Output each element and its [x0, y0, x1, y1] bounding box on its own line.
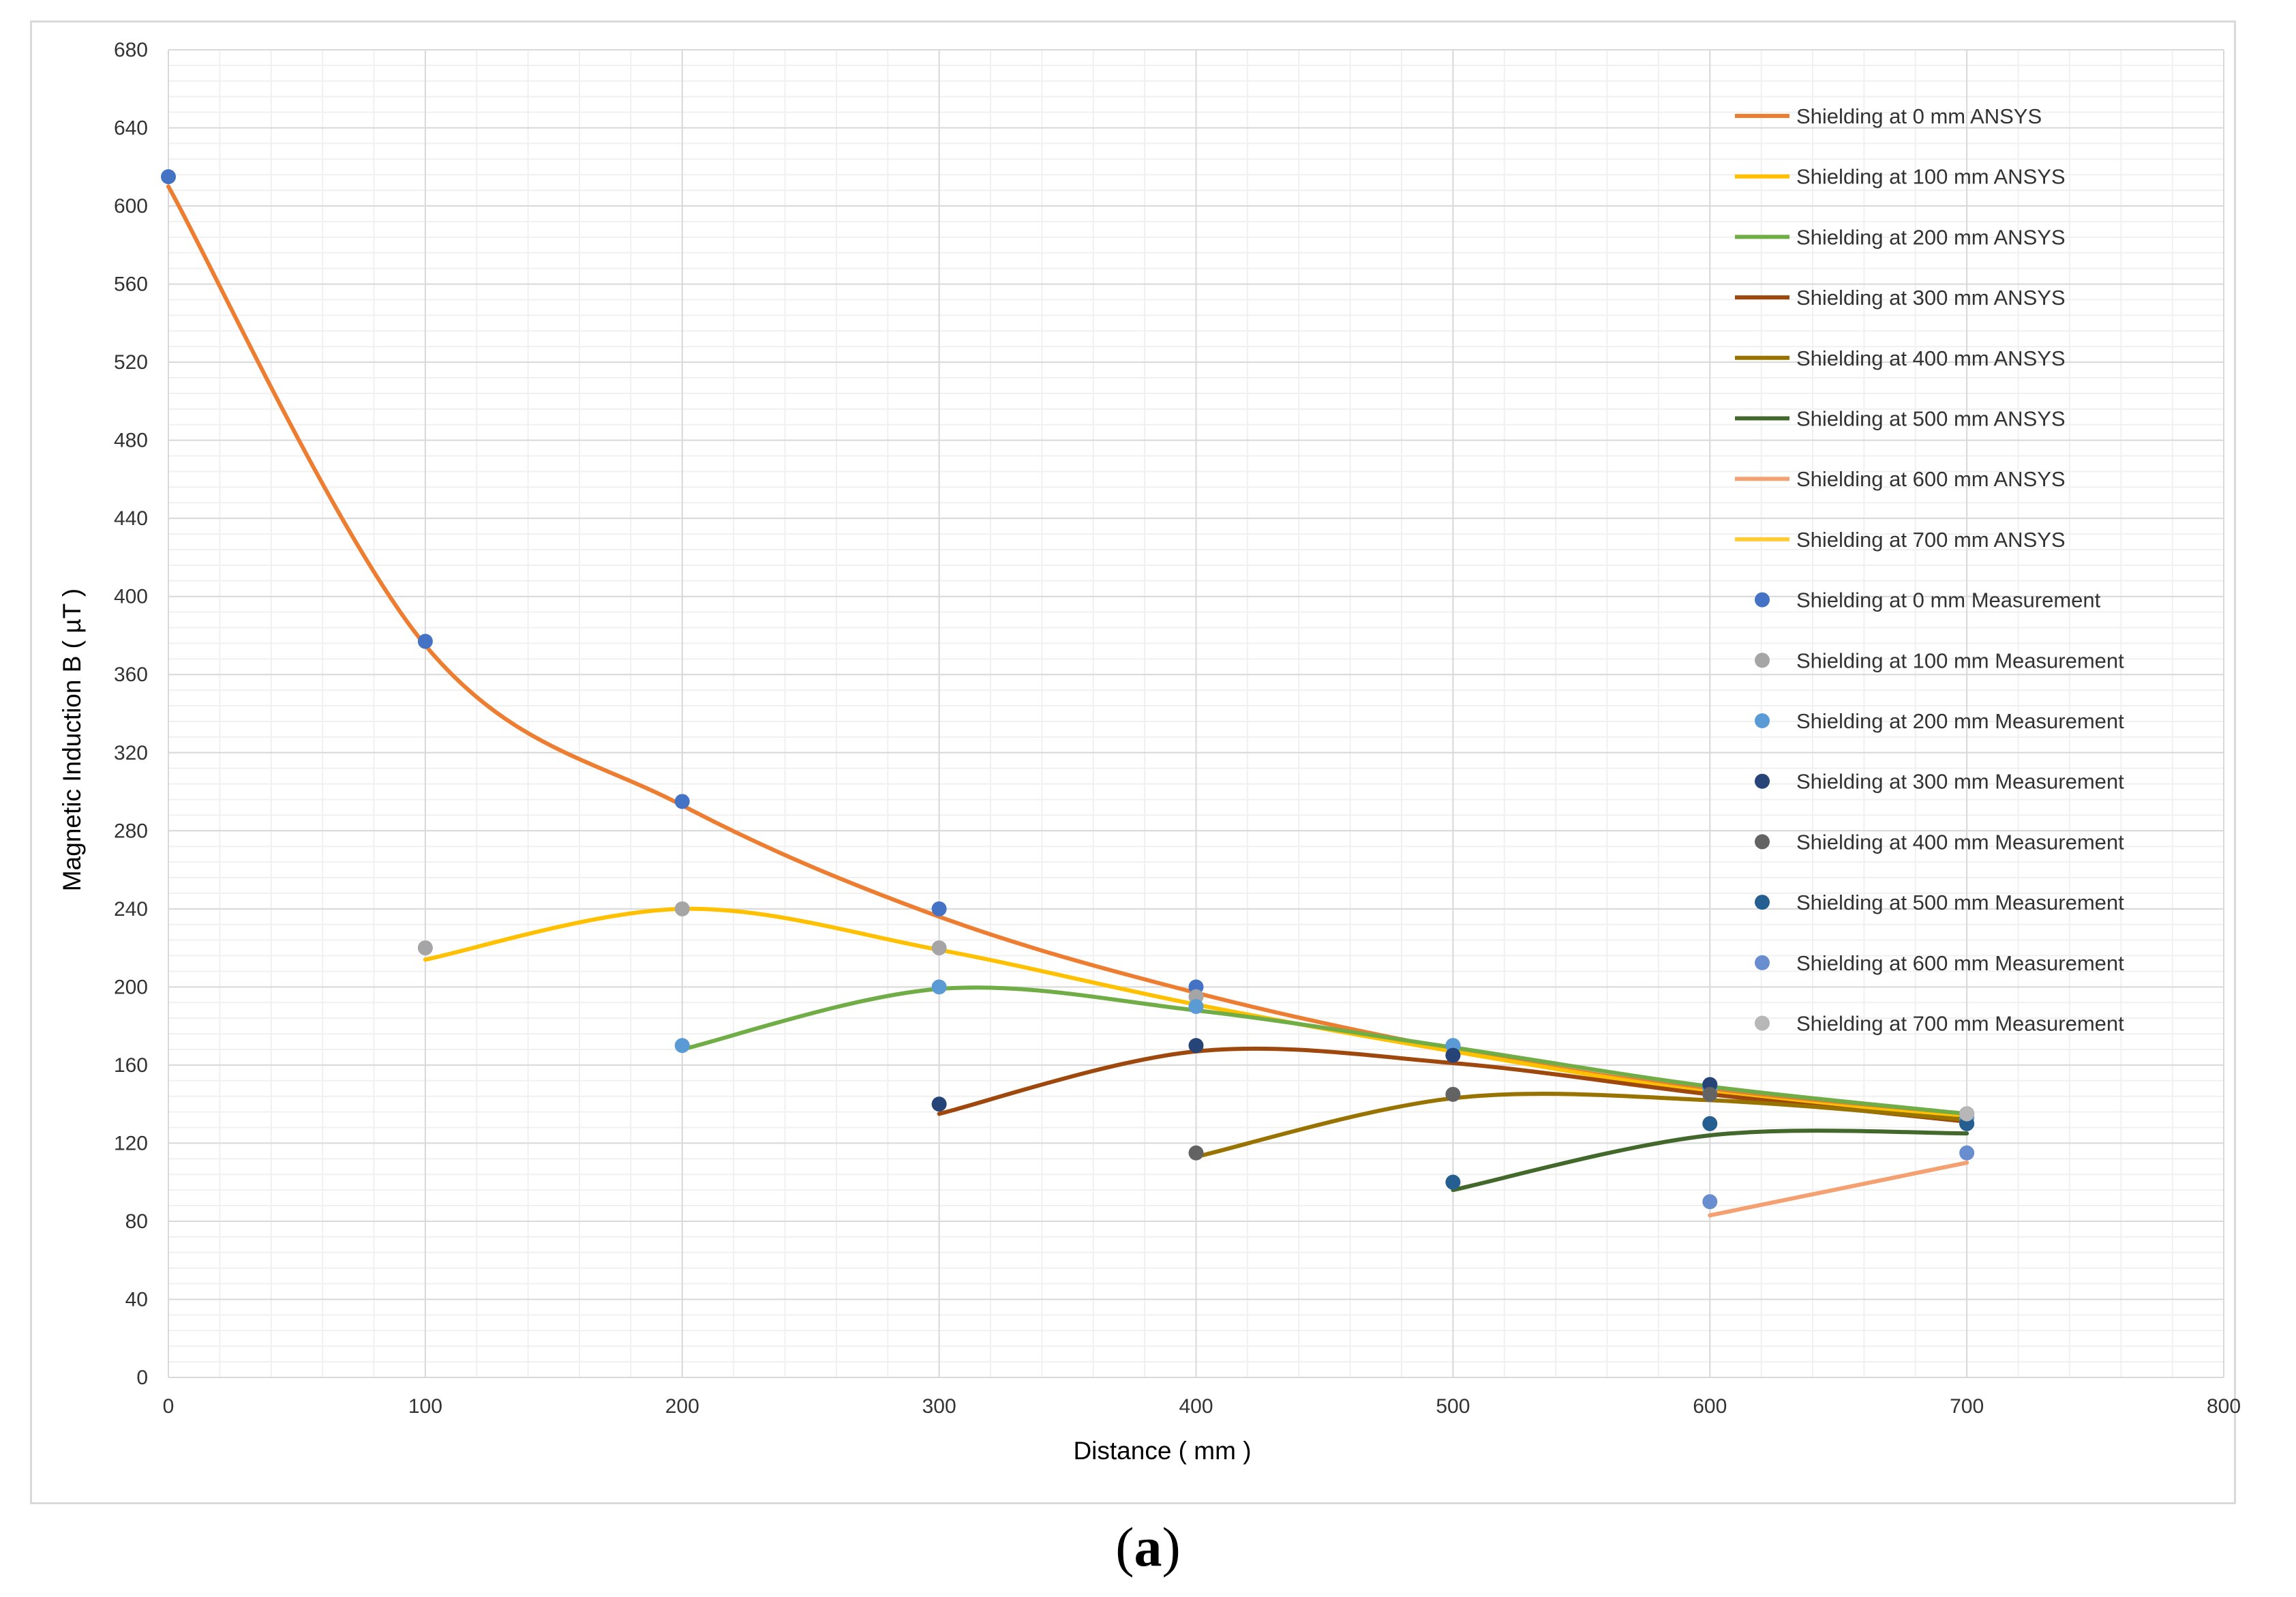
- data-point-shielding-at-700-mm-measurement: [1959, 1106, 1975, 1122]
- minor-grid: [168, 49, 2224, 1378]
- legend-label-shielding-at-400-mm-measurement: Shielding at 400 mm Measurement: [1796, 830, 2124, 854]
- x-tick-label: 500: [1436, 1395, 1470, 1418]
- data-point-shielding-at-200-mm-measurement: [931, 979, 947, 995]
- chart-frame: [30, 20, 2236, 1504]
- data-point-shielding-at-200-mm-measurement: [1188, 998, 1204, 1014]
- x-tick-label: 200: [665, 1395, 699, 1418]
- data-point-shielding-at-0-mm-measurement: [674, 794, 690, 809]
- data-point-shielding-at-300-mm-measurement: [931, 1096, 947, 1112]
- data-point-shielding-at-500-mm-measurement: [1445, 1174, 1461, 1190]
- legend-label-shielding-at-700-mm-ansys: Shielding at 700 mm ANSYS: [1796, 528, 2066, 552]
- y-tick-label: 440: [114, 507, 148, 530]
- y-axis-title: Magnetic Induction B ( µT ): [58, 588, 86, 891]
- legend-label-shielding-at-0-mm-ansys: Shielding at 0 mm ANSYS: [1796, 104, 2042, 128]
- legend-label-shielding-at-200-mm-ansys: Shielding at 200 mm ANSYS: [1796, 225, 2066, 249]
- major-grid: [168, 49, 2224, 1378]
- series-line-shielding-at-600-mm-ansys: [1708, 1161, 1969, 1218]
- legend-label-shielding-at-0-mm-measurement: Shielding at 0 mm Measurement: [1796, 588, 2101, 612]
- legend-key-shielding-at-200-mm-measurement: [1755, 713, 1770, 728]
- y-tick-label: 80: [125, 1210, 148, 1233]
- legend-label-shielding-at-100-mm-ansys: Shielding at 100 mm ANSYS: [1796, 165, 2066, 189]
- legend-label-shielding-at-600-mm-ansys: Shielding at 600 mm ANSYS: [1796, 467, 2066, 491]
- legend: Shielding at 0 mm ANSYS Shielding at 100 …: [1735, 104, 2124, 1036]
- y-tick-label: 560: [114, 273, 148, 296]
- y-tick-label: 280: [114, 820, 148, 842]
- x-tick-label: 0: [163, 1395, 175, 1418]
- y-tick-label: 360: [114, 663, 148, 686]
- legend-label-shielding-at-400-mm-ansys: Shielding at 400 mm ANSYS: [1796, 346, 2066, 370]
- data-point-shielding-at-0-mm-measurement: [161, 169, 176, 185]
- x-tick-label: 800: [2207, 1395, 2241, 1418]
- x-tick-label: 400: [1179, 1395, 1213, 1418]
- x-axis-title: Distance ( mm ): [1073, 1437, 1251, 1465]
- caption-close: ): [1162, 1516, 1181, 1578]
- data-point-shielding-at-300-mm-measurement: [1445, 1047, 1461, 1063]
- y-tick-label: 520: [114, 351, 148, 374]
- x-tick-label: 600: [1693, 1395, 1727, 1418]
- series-line-shielding-at-400-mm-ansys: [1194, 1091, 1969, 1159]
- data-point-shielding-at-100-mm-measurement: [674, 901, 690, 916]
- data-point-shielding-at-200-mm-measurement: [674, 1038, 690, 1054]
- data-point-shielding-at-100-mm-measurement: [417, 940, 433, 956]
- data-point-shielding-at-600-mm-measurement: [1702, 1194, 1718, 1210]
- legend-key-shielding-at-600-mm-measurement: [1755, 955, 1770, 970]
- y-tick-label: 120: [114, 1132, 148, 1154]
- y-tick-label: 40: [125, 1288, 148, 1311]
- legend-label-shielding-at-500-mm-ansys: Shielding at 500 mm ANSYS: [1796, 407, 2066, 431]
- legend-label-shielding-at-100-mm-measurement: Shielding at 100 mm Measurement: [1796, 648, 2124, 672]
- legend-label-shielding-at-600-mm-measurement: Shielding at 600 mm Measurement: [1796, 951, 2124, 975]
- y-tick-label: 200: [114, 976, 148, 998]
- legend-key-shielding-at-100-mm-measurement: [1755, 653, 1770, 668]
- y-tick-label: 480: [114, 430, 148, 452]
- y-tick-label: 320: [114, 742, 148, 764]
- data-point-shielding-at-400-mm-measurement: [1188, 1145, 1204, 1161]
- data-point-shielding-at-300-mm-measurement: [1188, 1038, 1204, 1054]
- y-tick-label: 240: [114, 898, 148, 921]
- series-line-shielding-at-500-mm-ansys: [1451, 1129, 1969, 1193]
- legend-label-shielding-at-700-mm-measurement: Shielding at 700 mm Measurement: [1796, 1012, 2124, 1036]
- data-point-shielding-at-400-mm-measurement: [1702, 1086, 1718, 1102]
- y-tick-label: 400: [114, 586, 148, 608]
- legend-key-shielding-at-300-mm-measurement: [1755, 773, 1770, 789]
- data-point-shielding-at-0-mm-measurement: [931, 901, 947, 916]
- legend-label-shielding-at-300-mm-ansys: Shielding at 300 mm ANSYS: [1796, 286, 2066, 310]
- y-tick-label: 600: [114, 195, 148, 218]
- x-tick-label: 100: [408, 1395, 442, 1418]
- data-point-shielding-at-600-mm-measurement: [1959, 1145, 1975, 1161]
- y-tick-label: 160: [114, 1054, 148, 1077]
- legend-key-shielding-at-400-mm-measurement: [1755, 834, 1770, 850]
- data-point-shielding-at-100-mm-measurement: [931, 940, 947, 956]
- legend-label-shielding-at-300-mm-measurement: Shielding at 300 mm Measurement: [1796, 770, 2124, 794]
- legend-key-shielding-at-700-mm-measurement: [1755, 1015, 1770, 1031]
- legend-key-shielding-at-0-mm-measurement: [1755, 592, 1770, 608]
- data-point-shielding-at-400-mm-measurement: [1445, 1086, 1461, 1102]
- x-tick-label: 700: [1950, 1395, 1984, 1418]
- y-tick-labels: 0 40 80 120 160 200 240 280 320 360 400 440 480 520 56…: [114, 39, 148, 1389]
- figure-caption: (a): [0, 1515, 2296, 1579]
- caption-letter: a: [1134, 1516, 1162, 1578]
- data-point-shielding-at-0-mm-measurement: [417, 633, 433, 649]
- data-point-shielding-at-500-mm-measurement: [1702, 1116, 1718, 1131]
- legend-label-shielding-at-200-mm-measurement: Shielding at 200 mm Measurement: [1796, 709, 2124, 733]
- x-tick-label: 300: [922, 1395, 956, 1418]
- caption-open: (: [1115, 1516, 1134, 1578]
- series-line-shielding-at-200-mm-ansys: [680, 985, 1969, 1116]
- series-lines: [166, 184, 1969, 1218]
- y-tick-label: 680: [114, 39, 148, 61]
- series-markers: [161, 169, 1975, 1210]
- x-tick-labels: 0 100 200 300 400 500 600 700 800: [163, 1395, 2241, 1418]
- y-tick-label: 0: [136, 1367, 148, 1389]
- legend-label-shielding-at-500-mm-measurement: Shielding at 500 mm Measurement: [1796, 891, 2124, 914]
- y-tick-label: 640: [114, 117, 148, 140]
- legend-key-shielding-at-500-mm-measurement: [1755, 895, 1770, 910]
